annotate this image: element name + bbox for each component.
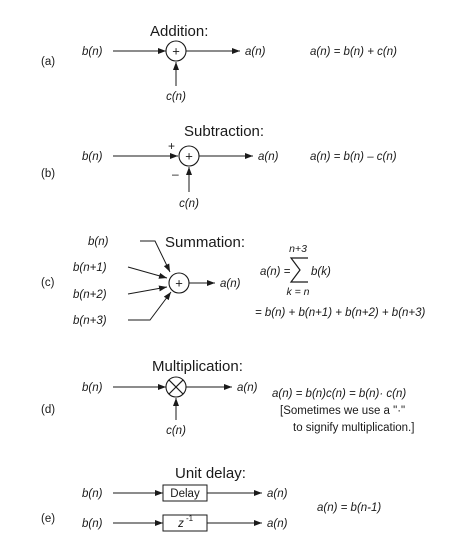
summation-arrow-1 — [127, 266, 168, 279]
unit-delay-equation: a(n) = b(n-1) — [317, 502, 381, 514]
subtraction-equation: a(n) = b(n) – c(n) — [310, 151, 397, 163]
multiplication-input-b: b(n) — [82, 382, 103, 394]
subtraction-input-b: b(n) — [82, 151, 103, 163]
unit-delay-output-2: a(n) — [267, 518, 288, 530]
summation-lower-limit: k = n — [286, 286, 309, 298]
summation-plus-sign: + — [175, 276, 183, 291]
z-inverse-label: z — [177, 518, 184, 530]
unit-delay-output-1: a(n) — [267, 488, 288, 500]
section-addition: Addition: (a) b(n) + a(n) c(n) a(n) = b(… — [41, 23, 397, 103]
z-inverse-exponent: -1 — [186, 514, 194, 523]
section-summation: Summation: (c) b(n) b(n+1) b(n+2) b(n+3)… — [41, 234, 426, 327]
multiplication-note-line1: [Sometimes we use a "·" — [280, 405, 405, 417]
section-subtraction: Subtraction: (b) b(n) + + – a(n) c(n) a(… — [41, 123, 397, 210]
summation-eq-lhs: a(n) = — [260, 266, 291, 278]
subtraction-plus-label: + — [168, 139, 175, 153]
multiplier-cross-icon-stroke — [168, 379, 184, 395]
section-multiplication: Multiplication: (d) b(n) a(n) c(n) a(n) … — [41, 358, 414, 437]
adder-plus-sign: + — [172, 44, 180, 59]
unit-delay-input-2: b(n) — [82, 518, 103, 530]
summation-term: b(k) — [311, 266, 331, 278]
summation-arrow-2 — [127, 285, 168, 295]
addition-equation: a(n) = b(n) + c(n) — [310, 46, 397, 58]
addition-tag: (a) — [41, 56, 55, 68]
multiplication-input-c: c(n) — [166, 425, 186, 437]
multiplication-note-line2: to signify multiplication.] — [293, 422, 414, 434]
summation-input-1: b(n+1) — [73, 262, 107, 274]
summation-input-0: b(n) — [88, 236, 109, 248]
subtractor-plus-sign: + — [185, 149, 193, 164]
summation-input-3: b(n+3) — [73, 315, 107, 327]
subtraction-minus-label: – — [172, 167, 179, 181]
summation-upper-limit: n+3 — [289, 243, 307, 255]
summation-arrow-3 — [128, 291, 172, 321]
subtraction-title: Subtraction: — [184, 123, 264, 140]
delay-box-label: Delay — [170, 488, 200, 500]
summation-output-a: a(n) — [220, 278, 241, 290]
summation-tag: (c) — [41, 277, 55, 289]
z-inverse-box — [162, 514, 208, 532]
subtraction-tag: (b) — [41, 168, 55, 180]
summation-input-2: b(n+2) — [73, 289, 107, 301]
subtraction-output-a: a(n) — [258, 151, 279, 163]
addition-input-b: b(n) — [82, 46, 103, 58]
unit-delay-tag: (e) — [41, 513, 55, 525]
multiplication-output-a: a(n) — [237, 382, 258, 394]
summation-arrow-0 — [140, 240, 171, 273]
multiplication-tag: (d) — [41, 404, 55, 416]
unit-delay-input-1: b(n) — [82, 488, 103, 500]
summation-title: Summation: — [165, 234, 245, 251]
multiplication-equation: a(n) = b(n)c(n) = b(n)· c(n) — [272, 388, 406, 400]
addition-input-c: c(n) — [166, 91, 186, 103]
unit-delay-title: Unit delay: — [175, 465, 246, 482]
addition-output-a: a(n) — [245, 46, 266, 58]
multiplication-title: Multiplication: — [152, 358, 243, 375]
summation-expanded-equation: = b(n) + b(n+1) + b(n+2) + b(n+3) — [255, 307, 426, 319]
addition-title: Addition: — [150, 23, 208, 40]
subtraction-input-c: c(n) — [179, 198, 199, 210]
summation-sigma-icon — [289, 257, 308, 283]
section-unit-delay: Unit delay: (e) b(n) Delay a(n) b(n) z -… — [41, 465, 381, 532]
